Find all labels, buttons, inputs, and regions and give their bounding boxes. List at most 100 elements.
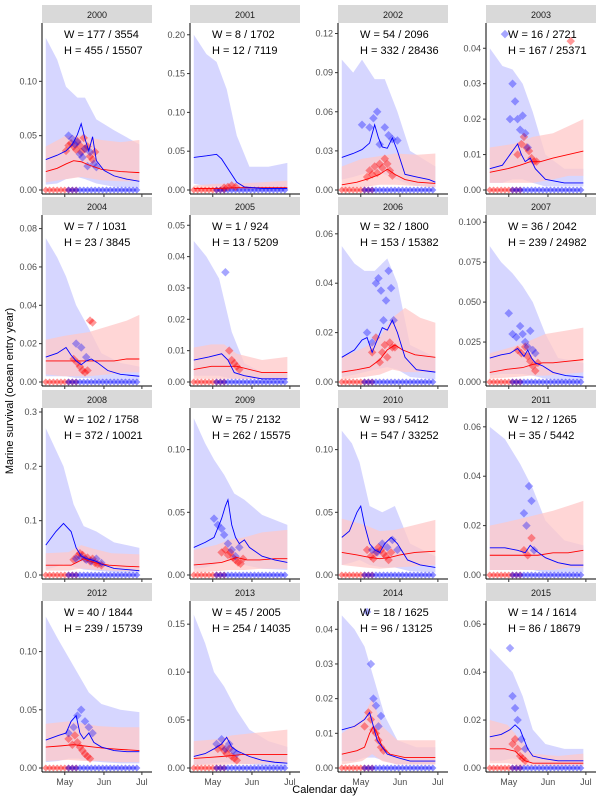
w-count-label: W = 45 / 2005 [212,607,281,619]
w-point [258,764,266,772]
w-point [76,764,84,772]
w-band [193,614,288,767]
w-count-label: W = 16 / 2721 [508,29,577,41]
w-point [515,321,525,331]
w-line [341,711,436,762]
w-point [402,764,410,772]
w-point [110,764,118,772]
w-point [106,571,114,579]
w-point [65,378,73,386]
w-point [395,186,403,194]
h-point [75,141,85,150]
w-point [269,764,277,772]
h-point [512,571,520,579]
w-point [76,343,86,352]
w-point [546,186,555,194]
w-point [500,29,510,39]
y-tick-label: 0.00 [315,570,333,580]
w-point [398,764,407,772]
h-point [72,186,80,194]
w-line [45,122,140,182]
y-tick-label: 0.03 [463,79,481,89]
w-point [357,120,367,130]
h-band [45,721,140,763]
w-point [379,186,388,194]
w-point [243,764,251,772]
w-point [539,764,547,772]
y-tick-label: 0.02 [19,339,37,349]
panel-strip [338,390,448,408]
w-point [395,764,403,772]
w-line [341,504,436,568]
h-point [61,378,69,386]
w-point [410,764,418,772]
w-point [562,186,570,194]
panel-year-label: 2012 [87,588,107,598]
h-point [338,571,346,579]
h-point [386,548,396,557]
w-count-label: W = 8 / 1702 [212,29,275,41]
w-point [121,378,129,386]
h-point [216,378,224,386]
h-point [353,186,361,194]
h-point [227,355,236,365]
w-point [554,571,562,579]
x-tick-label: May [56,777,74,787]
w-point [277,764,285,772]
y-tick-label: 0.10 [19,647,37,657]
panel-2015: 2015 0.00 0.02 0.04 0.06 May Jun Jul W = 14 / 16… [463,583,596,787]
panel-2007: 2007 0.000 0.025 0.050 0.075 0.100 W = 36 / 20… [458,197,596,389]
w-point [512,186,520,194]
h-line [341,168,436,186]
w-point [102,571,111,579]
h-point [224,346,234,355]
w-point [125,764,133,772]
w-point [235,378,243,386]
w-point [410,186,418,194]
w-point [569,186,577,194]
x-tick-label: Jun [393,777,408,787]
y-tick-label: 0.05 [19,131,37,141]
y-tick-label: 0.3 [24,407,37,417]
w-point [220,764,228,772]
w-point [87,186,95,194]
panel-strip [486,583,596,601]
w-point [391,186,399,194]
h-point [57,571,65,579]
y-tick-label: 0.09 [315,68,333,78]
w-point [368,186,376,194]
w-point [414,571,422,579]
w-point [425,186,433,194]
w-point [228,764,236,772]
y-tick-label: 0.15 [167,619,185,629]
y-tick-label: 0.075 [458,257,481,267]
w-point [239,378,247,386]
h-point [68,186,76,194]
w-point [114,571,122,579]
h-point [79,133,88,143]
w-point [539,186,547,194]
y-tick-label: 0.02 [315,328,333,338]
y-tick-label: 0.2 [24,461,37,471]
w-point [239,764,247,772]
h-point [53,186,61,194]
w-point [543,378,551,386]
w-point [391,378,399,386]
w-point [554,186,562,194]
h-point [366,715,376,724]
w-band [193,34,288,190]
h-point [42,571,50,579]
w-point [425,764,433,772]
y-tick-label: 0.00 [463,185,481,195]
h-point [371,548,381,557]
h-point [223,182,233,192]
h-point [364,186,372,194]
panel-year-label: 2002 [383,10,403,20]
w-point [565,186,573,194]
w-point [395,571,403,579]
w-point [372,107,382,117]
h-point [509,378,517,386]
w-line [45,714,140,753]
w-point [410,378,418,386]
panel-2013: 2013 0.00 0.05 0.10 0.15 May Jun Jul W = 45 / 20… [167,583,300,787]
